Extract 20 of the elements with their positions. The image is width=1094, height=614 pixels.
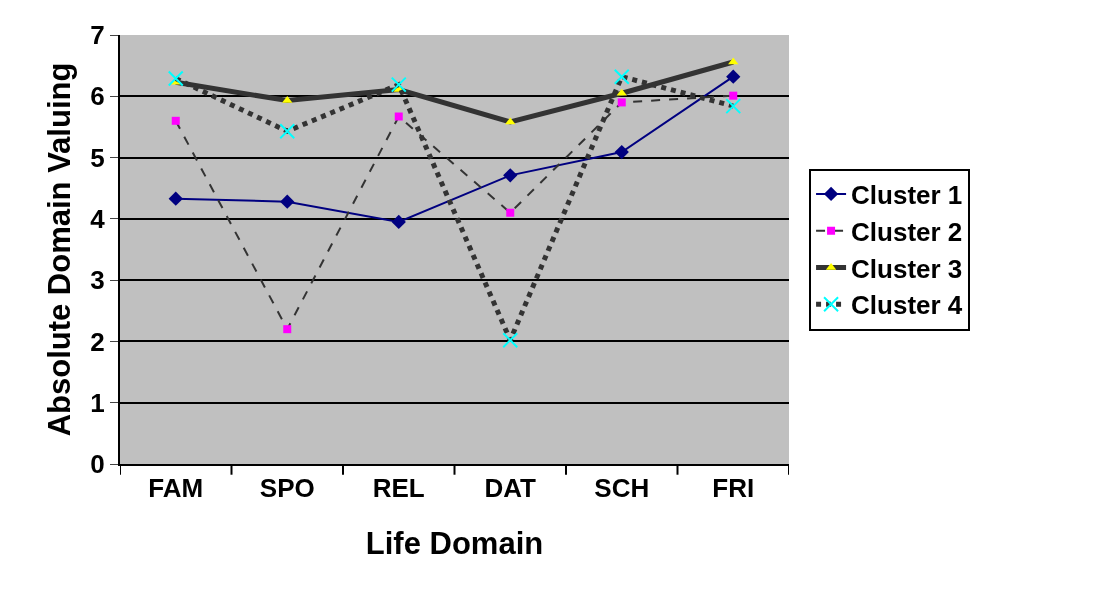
y-tick-label: 3 — [90, 265, 105, 296]
y-tick-label: 0 — [90, 449, 105, 480]
y-tick-label: 2 — [90, 326, 105, 357]
x-tick-label: SPO — [259, 473, 315, 504]
x-tick-label: FRI — [712, 473, 755, 504]
legend-label: Cluster 4 — [851, 290, 963, 321]
x-axis-title: Life Domain — [365, 525, 544, 561]
y-axis-title: Absolute Domain Valuing — [42, 62, 78, 437]
y-tick-label: 6 — [90, 81, 105, 112]
legend-label: Cluster 2 — [851, 216, 963, 247]
legend-label: Cluster 3 — [851, 253, 963, 284]
y-tick-label: 4 — [90, 203, 106, 234]
y-tick-label: 7 — [90, 20, 105, 51]
x-tick-label: FAM — [148, 473, 204, 504]
y-tick-label: 5 — [90, 142, 105, 173]
x-tick-label: DAT — [484, 473, 537, 504]
legend-label: Cluster 1 — [851, 180, 963, 211]
y-tick-label: 1 — [90, 387, 105, 418]
x-tick-label: SCH — [594, 473, 650, 504]
x-tick-label: REL — [372, 473, 425, 504]
